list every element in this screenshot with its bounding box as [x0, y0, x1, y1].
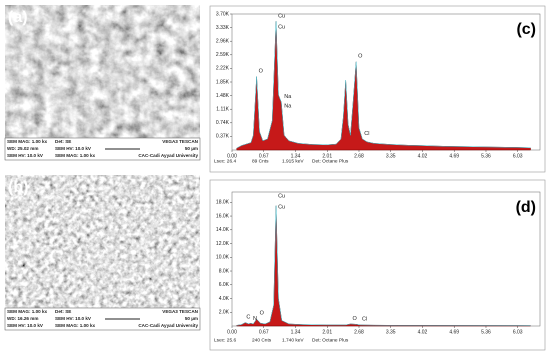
peak-label: N: [253, 316, 257, 322]
y-tick-label: 2.22K: [216, 66, 230, 72]
peak-label: C: [246, 315, 250, 321]
peak-label: Cu: [278, 205, 285, 211]
panel-label: (b): [8, 179, 28, 196]
y-tick-label: 1.85K: [216, 79, 230, 85]
info-text: CAC-Cadi Ayyad University: [138, 323, 198, 328]
x-tick-label: 4.69: [449, 153, 459, 159]
x-tick-label: 1.34: [291, 153, 301, 159]
x-tick-label: 4.02: [418, 329, 428, 335]
x-tick-label: 0.00: [227, 153, 237, 159]
info-text: Det: SE: [55, 139, 71, 144]
panel-label: (a): [8, 9, 28, 26]
sem-image: [5, 5, 200, 138]
x-tick-label: 0.67: [259, 153, 269, 159]
x-tick-label: 6.03: [513, 153, 523, 159]
footer-text: Lsec: 25.6: [214, 337, 236, 343]
info-text: CAC-Cadi Ayyad University: [138, 153, 198, 158]
x-tick-label: 2.68: [354, 153, 364, 159]
x-tick-label: 5.36: [481, 153, 491, 159]
info-text: SEM HV: 10.0 kV: [55, 146, 92, 151]
peak-label: O: [259, 68, 264, 74]
y-tick-label: 6.0K: [219, 282, 230, 288]
info-text: SEM MAG: 1.00 kx: [55, 153, 96, 158]
peak-label: Na: [284, 94, 292, 100]
x-tick-label: 5.36: [481, 329, 491, 335]
x-tick-label: 6.03: [513, 329, 523, 335]
sem-image: [5, 175, 200, 308]
y-tick-label: 1.48K: [216, 93, 230, 99]
y-tick-label: 14.0K: [216, 227, 230, 233]
info-text: SEM HV: 10.0 kV: [55, 316, 92, 321]
spectrum-outline: [236, 21, 531, 149]
y-tick-label: 0.37K: [216, 134, 230, 140]
y-tick-label: 10.0K: [216, 255, 230, 261]
y-tick-label: 16.0K: [216, 213, 230, 219]
info-text: SEM MAG: 1.00 kx: [7, 139, 48, 144]
x-tick-label: 3.35: [386, 329, 396, 335]
y-tick-label: 4.0K: [219, 296, 230, 302]
y-tick-label: 0.74K: [216, 120, 230, 126]
x-tick-label: 2.68: [354, 329, 364, 335]
x-tick-label: 0.00: [227, 329, 237, 335]
peak-label: Cu: [278, 194, 285, 200]
info-text: 50 µm: [185, 146, 198, 151]
y-tick-label: 2.96K: [216, 39, 230, 45]
plot-area: [231, 191, 541, 327]
footer-text: 89 Cnts: [252, 158, 269, 164]
info-text: VEGA3 TESCAN: [162, 309, 198, 314]
spectrum-outline: [236, 205, 531, 326]
info-text: Det: SE: [55, 309, 71, 314]
info-text: SEM MAG: 1.00 kx: [7, 309, 48, 314]
footer-text: 1.915 keV: [282, 158, 304, 164]
peak-label: Cu: [278, 24, 285, 30]
y-tick-label: 18.0K: [216, 200, 230, 206]
info-text: 50 µm: [185, 316, 198, 321]
footer-text: Det: Octane Plus: [312, 158, 349, 164]
x-tick-label: 1.34: [291, 329, 301, 335]
footer-text: 1.740 keV: [282, 337, 304, 343]
footer-text: Lsec: 26.4: [214, 158, 236, 164]
y-tick-label: 2.0K: [219, 310, 230, 316]
peak-label: O: [352, 316, 357, 322]
x-tick-label: 4.69: [449, 329, 459, 335]
info-text: SEM HV: 10.0 kV: [7, 323, 44, 328]
peak-label: Cu: [278, 13, 285, 19]
info-text: VEGA3 TESCAN: [162, 139, 198, 144]
y-tick-label: 3.33K: [216, 25, 230, 31]
peak-label: O: [358, 54, 363, 60]
panel-label: (c): [516, 21, 536, 38]
y-tick-label: 12.0K: [216, 241, 230, 247]
x-tick-label: 0.67: [259, 329, 269, 335]
y-tick-label: 2.59K: [216, 52, 230, 58]
footer-text: Det: Octane Plus: [312, 337, 349, 343]
peak-label: Cl: [362, 317, 367, 323]
footer-text: 240 Cnts: [252, 337, 272, 343]
y-tick-label: 8.0K: [219, 268, 230, 274]
x-tick-label: 4.02: [418, 153, 428, 159]
y-tick-label: 1.11K: [216, 107, 229, 113]
info-bar: [4, 137, 201, 161]
info-text: SEM HV: 10.0 kV: [7, 153, 44, 158]
info-text: SEM MAG: 1.00 kx: [55, 323, 96, 328]
x-tick-label: 2.01: [322, 329, 332, 335]
x-tick-label: 2.01: [322, 153, 332, 159]
info-text: WD: 25.02 mm: [7, 146, 38, 151]
peak-label: O: [260, 310, 265, 316]
y-tick-label: 3.70K: [216, 11, 230, 17]
info-bar: [4, 307, 201, 331]
x-tick-label: 3.35: [386, 153, 396, 159]
peak-label: Na: [284, 103, 292, 109]
info-text: WD: 16.26 mm: [7, 316, 38, 321]
panel-label: (d): [516, 199, 536, 216]
peak-label: Cl: [364, 131, 369, 137]
